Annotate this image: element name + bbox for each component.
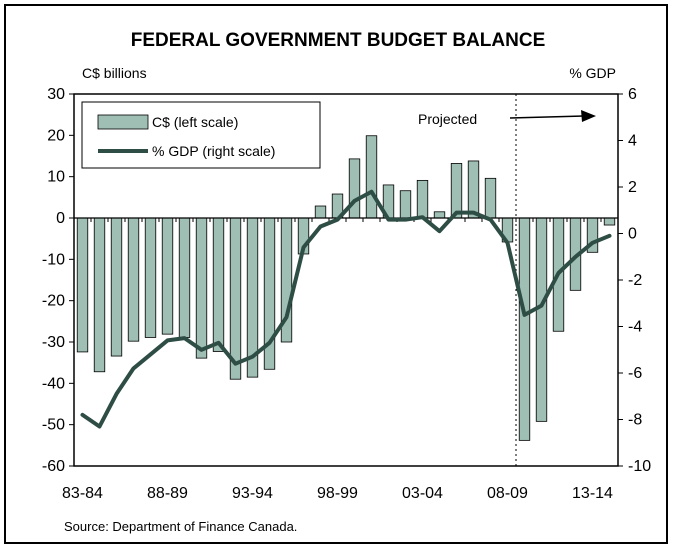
bar-06-07 [467,160,480,219]
right-tick-label: -8 [628,412,642,429]
bar-02-03 [399,190,412,219]
bar-04-05 [433,211,446,219]
bar-97-98 [314,205,327,219]
left-tick-label: -40 [42,375,65,392]
bar-85-86 [110,217,123,357]
bar-84-85 [93,217,106,373]
gdp-line-series [80,189,612,429]
left-tick-label: -20 [42,293,65,310]
right-tick-label: 2 [628,179,637,196]
projected-annotation: Projected [418,111,477,127]
x-tick-label: 83-84 [62,485,103,502]
x-tick-label: 08-09 [487,485,528,502]
budget-balance-chart: FEDERAL GOVERNMENT BUDGET BALANCE C$ bil… [42,30,651,534]
left-tick-label: 10 [47,169,65,186]
right-tick-label: 4 [628,133,637,150]
legend-bar-swatch [97,114,149,130]
bar-99-00 [348,158,361,219]
bar-87-88 [144,217,157,338]
left-tick-label: 30 [47,86,65,103]
bar-83-84 [76,217,89,353]
bar-05-06 [450,163,463,219]
bar-03-04 [416,179,429,219]
bar-88-89 [161,217,174,335]
left-tick-label: 20 [47,127,65,144]
bar-00-01 [365,135,378,219]
plot-area: 3020100-10-20-30-40-50-606420-2-4-6-8-10… [42,86,651,502]
x-tick-label: 98-99 [317,485,358,502]
legend-box [81,101,321,169]
left-tick-label: -50 [42,417,65,434]
right-tick-label: 6 [628,86,637,103]
projected-arrow-shaft [509,115,585,119]
legend-label-bars: C$ (left scale) [152,114,238,130]
right-tick-label: -6 [628,365,642,382]
left-tick-label: 0 [56,210,65,227]
source-note: Source: Department of Finance Canada. [64,519,297,534]
chart-title: FEDERAL GOVERNMENT BUDGET BALANCE [131,30,546,51]
bar-91-92 [212,217,225,352]
left-tick-label: -10 [42,251,65,268]
x-tick-label: 13-14 [572,485,613,502]
x-tick-label: 88-89 [147,485,188,502]
bar-90-91 [195,217,208,359]
legend-label-line: % GDP (right scale) [152,143,275,159]
right-tick-label: -4 [628,319,642,336]
bar-92-93 [229,217,242,380]
bar-07-08 [484,177,497,219]
chart-frame: FEDERAL GOVERNMENT BUDGET BALANCE C$ bil… [4,4,668,544]
bar-14-15 [603,217,616,226]
right-tick-label: -10 [628,458,651,475]
projected-arrow-head [581,110,596,122]
bar-86-87 [127,217,140,342]
bar-10-11 [535,217,548,422]
x-tick-label: 93-94 [232,485,273,502]
x-tick-label: 03-04 [402,485,443,502]
right-tick-label: -2 [628,272,642,289]
right-tick-label: 0 [628,226,637,243]
left-tick-label: -60 [42,458,65,475]
right-axis-unit: % GDP [569,65,616,81]
bar-09-10 [518,217,531,441]
bar-89-90 [178,217,191,338]
left-axis-unit: C$ billions [82,65,147,81]
left-tick-label: -30 [42,334,65,351]
